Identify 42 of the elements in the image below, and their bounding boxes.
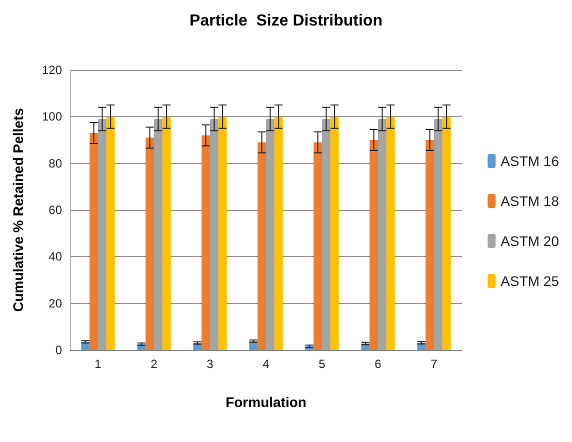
x-tick-label: 3 [206,357,214,371]
x-tick-label: 2 [150,357,158,371]
bar [330,116,339,350]
bar [274,116,283,350]
bar [210,119,218,350]
x-tick-label: 4 [262,357,270,371]
legend-label: ASTM 25 [500,273,560,289]
bar [218,116,227,350]
y-tick-label: 40 [48,250,62,264]
legend-label: ASTM 20 [500,233,560,249]
bar [386,116,395,350]
legend-label: ASTM 18 [500,193,560,209]
y-tick-label: 100 [42,110,62,124]
bar [426,140,434,350]
bar [154,119,162,350]
bar [106,116,115,350]
bar [434,119,442,350]
bar [98,119,106,350]
y-axis-title: Cumulative % Retained Pellets [10,108,26,312]
bar [146,138,154,350]
bar [162,116,171,350]
x-tick-label: 5 [318,357,326,371]
x-axis-title: Formulation [226,394,306,410]
y-tick-label: 120 [42,63,62,77]
bar [258,142,266,350]
x-tick-label: 6 [374,357,382,371]
bar [322,119,330,350]
legend-label: ASTM 16 [500,153,560,169]
bar [266,119,274,350]
bar [202,135,210,350]
bar [442,116,451,350]
x-tick-label: 1 [94,357,102,371]
y-tick-label: 20 [48,296,62,310]
bar [314,142,322,350]
y-tick-label: 60 [48,203,62,217]
y-tick-label: 0 [55,343,62,357]
bar [90,133,98,350]
y-tick-label: 80 [48,156,62,170]
bar [370,140,378,350]
bar [378,119,386,350]
x-tick-label: 7 [430,357,438,371]
chart-title: Particle Size Distribution [190,12,382,30]
